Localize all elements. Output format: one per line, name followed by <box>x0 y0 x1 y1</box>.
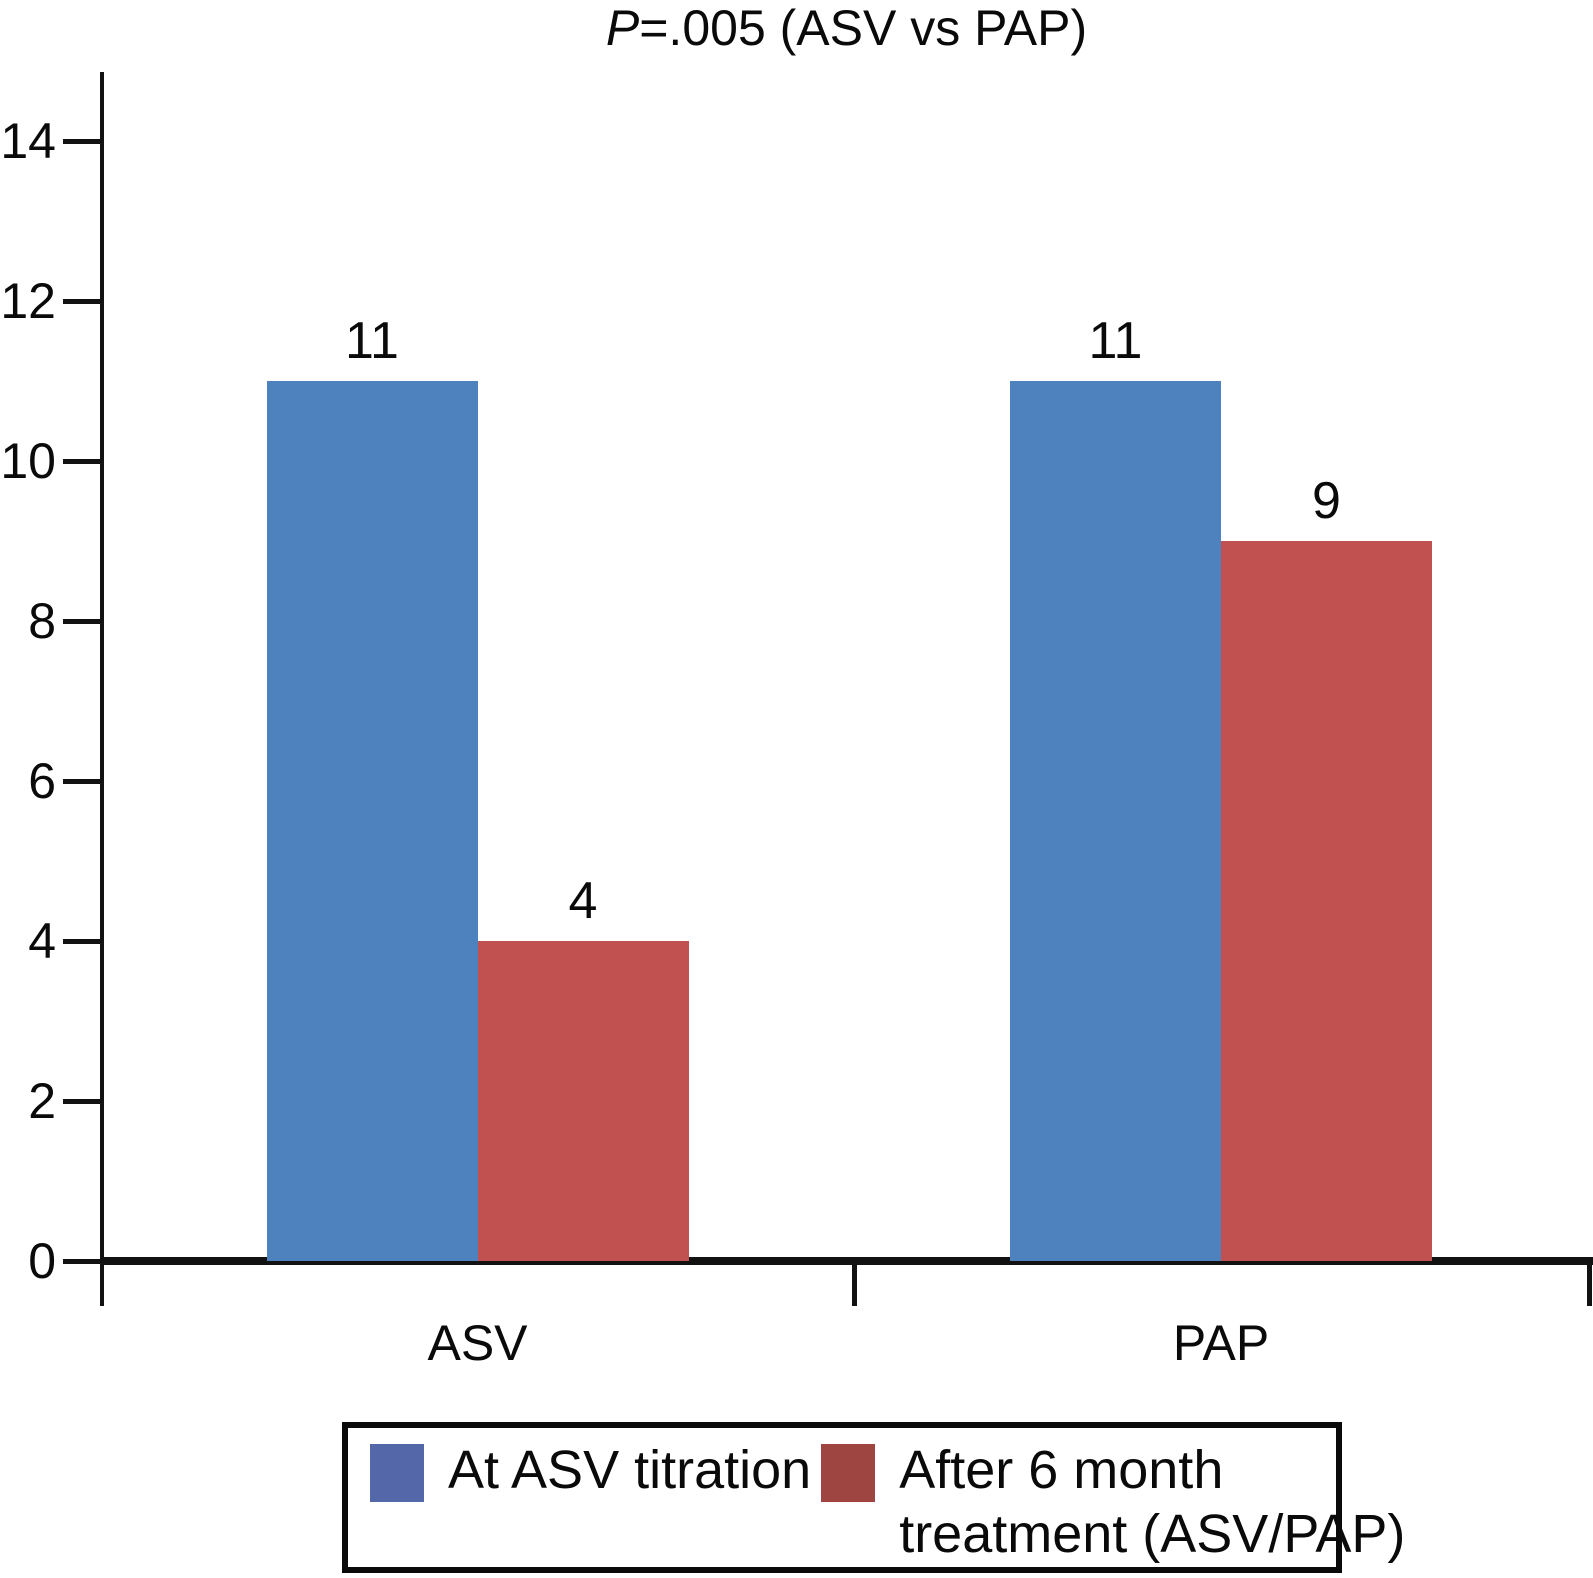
y-axis-tick <box>63 299 103 304</box>
bar-value-label: 11 <box>1088 312 1143 370</box>
y-axis-tick <box>63 1259 103 1264</box>
x-axis-end-tick <box>1587 1261 1592 1306</box>
bar-asv-series-0 <box>266 381 478 1261</box>
y-axis-tick-label: 10 <box>0 433 56 489</box>
chart-title: P=.005 (ASV vs PAP) <box>103 0 1590 56</box>
y-axis-line <box>100 72 104 1306</box>
legend-item: After 6 month treatment (ASV/PAP) <box>821 1438 1405 1566</box>
y-axis-tick-label: 6 <box>28 753 56 809</box>
y-axis-tick-label: 12 <box>0 273 56 329</box>
x-axis-category-label: ASV <box>427 1315 528 1371</box>
chart-title-text: =.005 (ASV vs PAP) <box>639 0 1088 56</box>
legend-item: At ASV titration <box>370 1438 811 1502</box>
chart-title-p-symbol: P <box>605 0 640 56</box>
y-axis-tick <box>63 139 103 144</box>
x-axis-group-divider-tick <box>852 1261 857 1306</box>
legend-item-label: After 6 month treatment (ASV/PAP) <box>899 1438 1405 1566</box>
bar-value-label: 11 <box>345 312 399 370</box>
legend-label-line: After 6 month <box>899 1440 1224 1500</box>
legend-item-label: At ASV titration <box>448 1438 811 1502</box>
bar-pap-series-0 <box>1010 381 1221 1261</box>
x-axis-category-label: PAP <box>1172 1315 1270 1371</box>
y-axis-tick <box>63 779 103 784</box>
y-axis-tick <box>63 939 103 944</box>
y-axis-tick <box>63 1099 103 1104</box>
x-axis-line <box>100 1257 1593 1265</box>
bar-asv-series-1 <box>477 941 689 1261</box>
legend-color-swatch <box>370 1444 424 1502</box>
legend-color-swatch <box>821 1444 876 1502</box>
y-axis-tick-label: 0 <box>28 1233 56 1289</box>
bar-value-label: 4 <box>568 872 598 930</box>
legend-box: At ASV titration After 6 month treatment (… <box>342 1422 1405 1573</box>
y-axis-tick-label: 2 <box>28 1073 56 1129</box>
legend-label-line: treatment (ASV/PAP) <box>899 1504 1406 1564</box>
legend-label-line: At ASV titration <box>448 1440 812 1500</box>
y-axis-tick <box>63 619 103 624</box>
y-axis-tick-label: 8 <box>28 593 56 649</box>
bar-pap-series-1 <box>1221 541 1432 1261</box>
y-axis-tick-label: 4 <box>28 913 56 969</box>
bar-value-label: 9 <box>1312 472 1341 530</box>
y-axis-tick-label: 14 <box>0 113 56 169</box>
y-axis-tick <box>63 459 103 464</box>
